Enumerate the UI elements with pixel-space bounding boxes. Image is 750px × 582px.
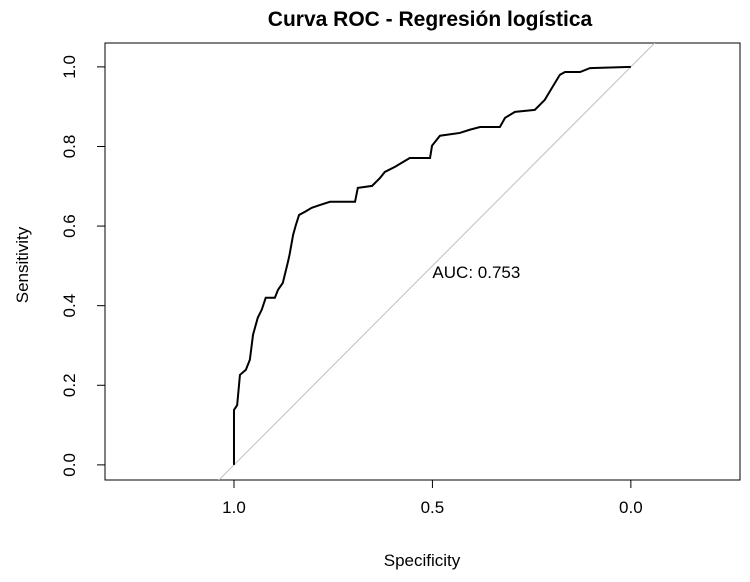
y-axis-label: Sensitivity <box>13 226 32 303</box>
chart-title: Curva ROC - Regresión logística <box>268 8 593 31</box>
y-tick-label: 0.0 <box>60 453 79 477</box>
reference-line <box>218 43 656 480</box>
y-tick-label: 0.2 <box>60 373 79 397</box>
y-tick-label: 0.8 <box>60 135 79 159</box>
y-tick-label: 1.0 <box>60 55 79 79</box>
x-tick-label: 0.5 <box>421 498 445 517</box>
x-tick-label: 0.0 <box>619 498 643 517</box>
x-axis-label: Specificity <box>384 551 461 570</box>
annotation: AUC: 0.753 <box>432 263 520 282</box>
y-tick-label: 0.4 <box>60 294 79 318</box>
roc-line <box>232 65 631 465</box>
plot-box <box>104 42 741 481</box>
x-tick-label: 1.0 <box>222 498 246 517</box>
y-tick-label: 0.6 <box>60 214 79 238</box>
